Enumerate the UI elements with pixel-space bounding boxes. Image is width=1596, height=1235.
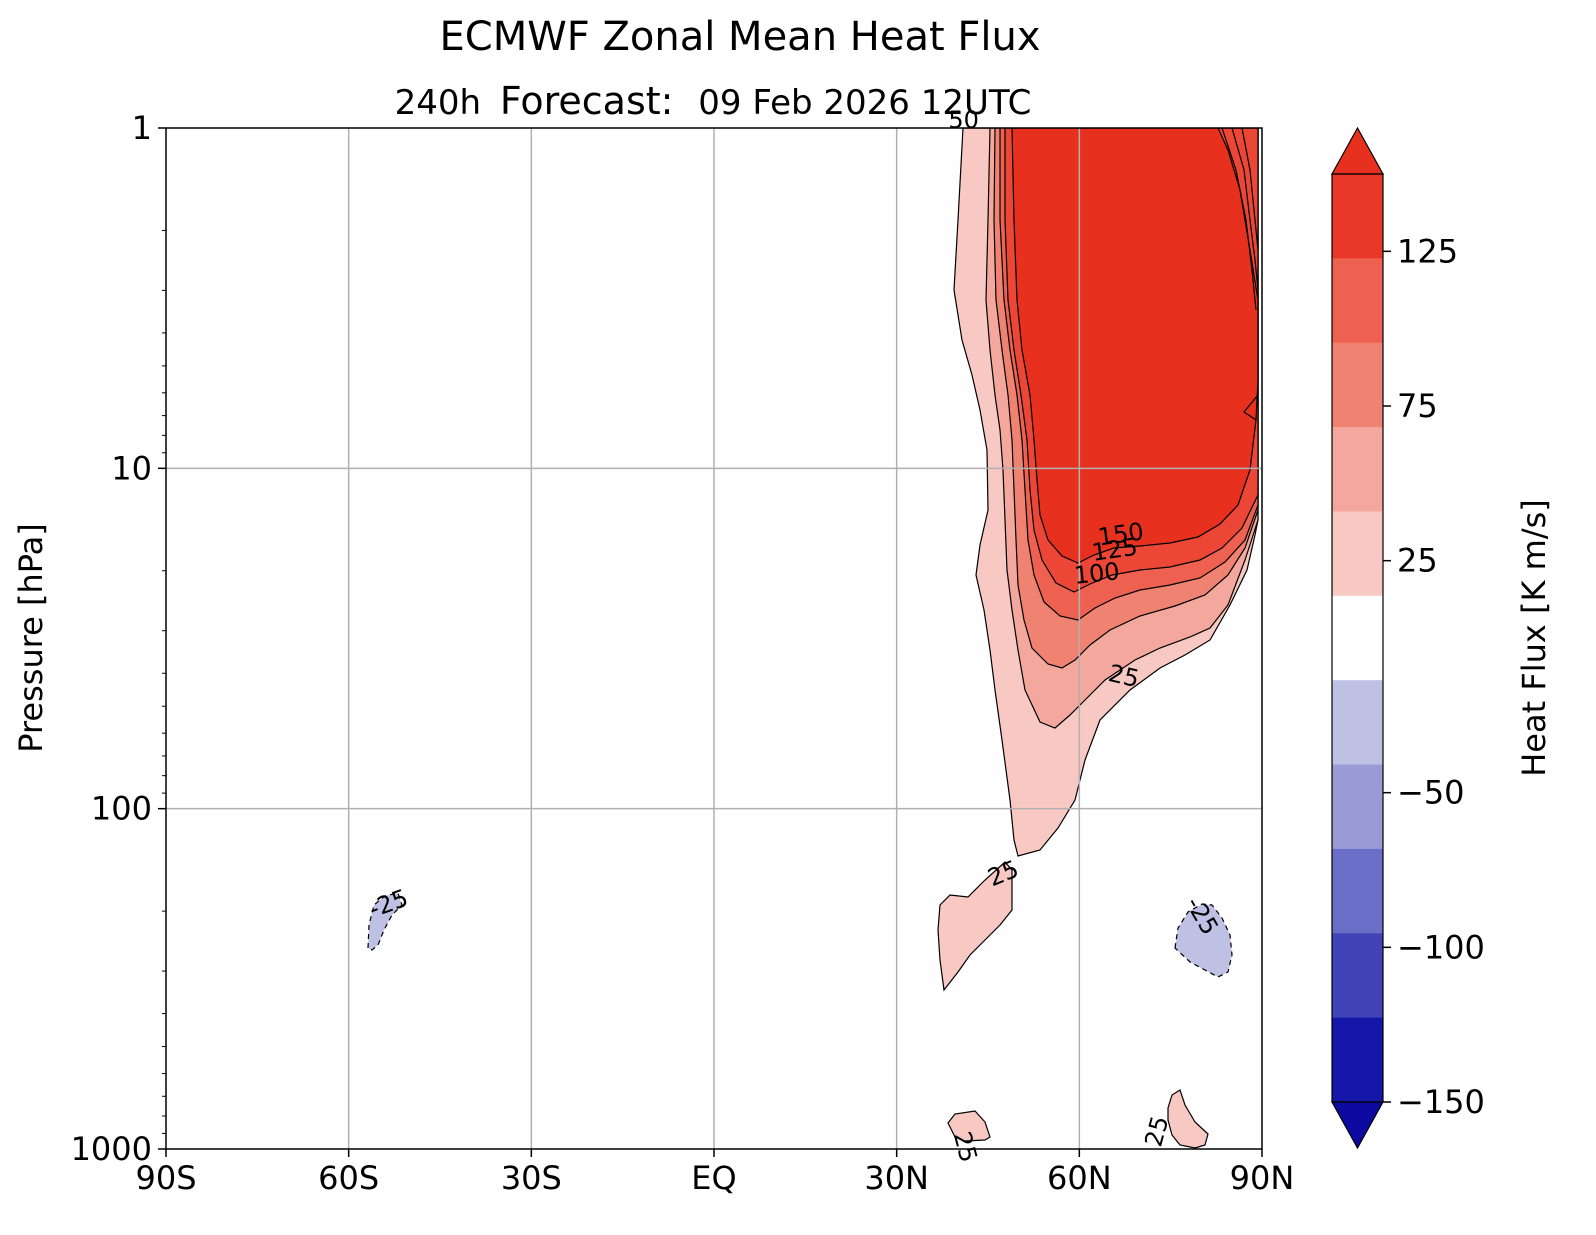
subtitle-label: Forecast: bbox=[500, 79, 674, 123]
chart-title: ECMWF Zonal Mean Heat Flux bbox=[440, 14, 1041, 60]
colorbar-label: Heat Flux [K m/s] bbox=[1515, 499, 1553, 777]
fill-positive-midlat bbox=[937, 861, 1013, 992]
chart-subtitle: 240h Forecast: 09 Feb 2026 12UTC bbox=[395, 79, 1032, 123]
colorbar-tick-label: −50 bbox=[1397, 774, 1465, 812]
colorbar-band bbox=[1332, 342, 1383, 428]
colorbar-band bbox=[1332, 511, 1383, 597]
x-tick-label: 90N bbox=[1230, 1159, 1295, 1197]
subtitle-lead: 240h bbox=[395, 83, 481, 123]
fill-positive-surface-75n bbox=[1167, 1089, 1209, 1149]
colorbar-band bbox=[1332, 595, 1383, 681]
contour-line-edge bbox=[1231, 128, 1259, 291]
y-tick-label: 1 bbox=[132, 109, 152, 147]
fill-negative-sh bbox=[367, 892, 403, 951]
colorbar-band bbox=[1332, 933, 1383, 1019]
contour-line-edge bbox=[1221, 128, 1257, 311]
colorbar-band bbox=[1332, 1017, 1383, 1103]
fill-positive-surface-40n bbox=[947, 1110, 991, 1142]
contour-label: 25 bbox=[1106, 659, 1142, 693]
contour-line-edge bbox=[1243, 394, 1259, 421]
fill-negative-nh bbox=[1174, 903, 1233, 978]
x-tick-label: 30N bbox=[864, 1159, 929, 1197]
colorbar-tick-label: −100 bbox=[1397, 928, 1485, 966]
x-tick-label: 60N bbox=[1047, 1159, 1112, 1197]
fill-level-150 bbox=[1011, 128, 1259, 564]
contour-label: 100 bbox=[1073, 557, 1121, 590]
x-axis: 90S 60S 30S EQ 30N 60N 90N bbox=[135, 1149, 1294, 1197]
y-axis: 1 10 100 1000 bbox=[71, 109, 166, 1168]
y-axis-label: Pressure [hPa] bbox=[12, 523, 50, 753]
colorbar: 125 75 25 −50 −100 −150 bbox=[1330, 126, 1485, 1150]
colorbar-extend-max bbox=[1330, 126, 1385, 175]
colorbar-tick-label: 25 bbox=[1397, 542, 1438, 580]
colorbar-tick-label: 75 bbox=[1397, 387, 1438, 425]
y-tick-label: 1000 bbox=[71, 1130, 152, 1168]
contour-label: 150 bbox=[1096, 517, 1145, 551]
colorbar-band bbox=[1332, 764, 1383, 850]
contour-line-edge bbox=[1241, 128, 1259, 251]
colorbar-tick-label: −150 bbox=[1397, 1083, 1485, 1121]
grid-lines bbox=[166, 128, 1262, 1149]
contour-label: 50 bbox=[948, 106, 979, 134]
y-tick-label: 10 bbox=[111, 449, 152, 487]
y-tick-label: 100 bbox=[91, 790, 152, 828]
contour-fills bbox=[367, 128, 1259, 1149]
contour-label: 125 bbox=[1090, 533, 1139, 567]
x-tick-label: 90S bbox=[135, 1159, 196, 1197]
colorbar-band bbox=[1332, 680, 1383, 766]
x-tick-label: 60S bbox=[318, 1159, 379, 1197]
colorbar-band bbox=[1332, 427, 1383, 512]
colorbar-tick-label: 125 bbox=[1397, 232, 1458, 270]
colorbar-band bbox=[1332, 174, 1383, 259]
x-tick-label: EQ bbox=[691, 1159, 736, 1197]
subtitle-valid: 09 Feb 2026 12UTC bbox=[698, 83, 1031, 123]
colorbar-band bbox=[1332, 258, 1383, 344]
colorbar-extend-min bbox=[1330, 1101, 1385, 1150]
colorbar-frame bbox=[1331, 173, 1384, 1103]
colorbar-band bbox=[1332, 848, 1383, 934]
x-tick-label: 30S bbox=[501, 1159, 562, 1197]
